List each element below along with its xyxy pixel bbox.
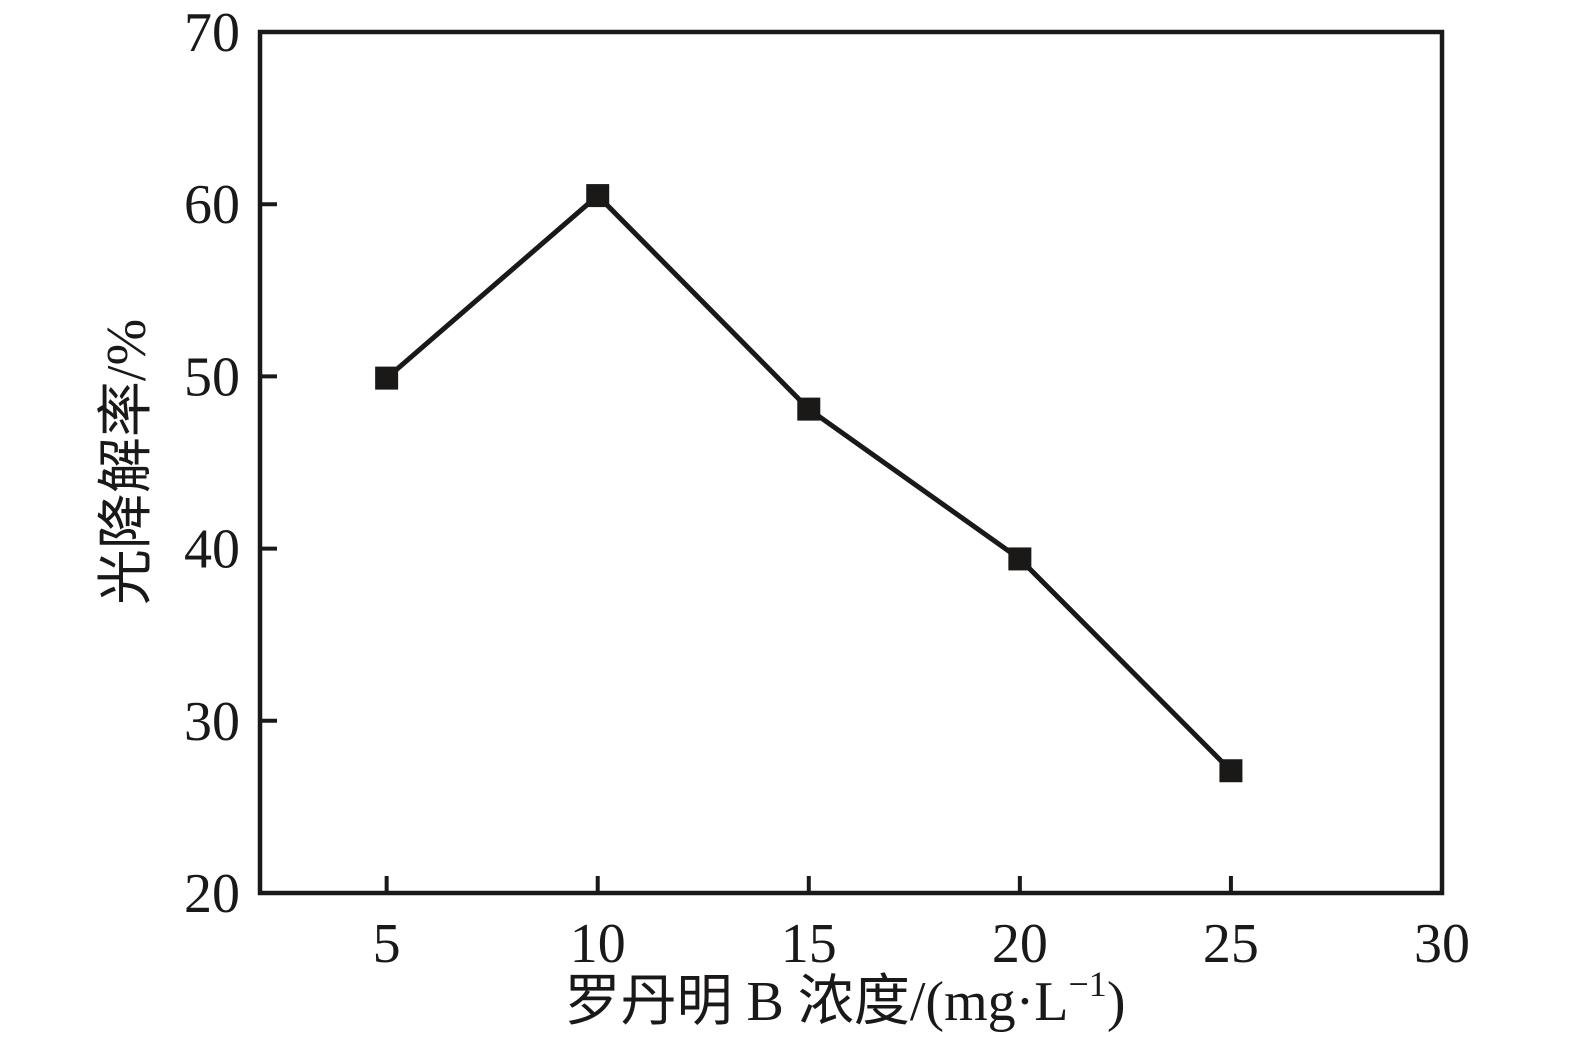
x-tick-label: 30 xyxy=(1414,913,1470,975)
x-axis-title: 罗丹明 B 浓度/(mg·L−1) xyxy=(565,964,1126,1033)
x-axis-title-close: ) xyxy=(1107,971,1126,1033)
y-tick-label: 30 xyxy=(184,691,240,753)
plot-frame xyxy=(257,29,1445,896)
y-axis-title: 光降解率/% xyxy=(96,319,158,605)
y-tick-label: 40 xyxy=(184,519,240,581)
data-point-marker xyxy=(797,397,821,421)
x-tick-label: 5 xyxy=(373,913,401,975)
data-line xyxy=(385,192,1233,773)
y-tick-label: 70 xyxy=(184,2,240,64)
data-point-marker xyxy=(1219,759,1243,783)
data-point-marker xyxy=(375,366,399,390)
data-point-marker xyxy=(586,184,610,208)
y-tick-label: 50 xyxy=(184,346,240,408)
data-point-marker xyxy=(1008,547,1032,571)
x-axis-title-exponent: −1 xyxy=(1069,964,1107,1004)
x-tick-label: 15 xyxy=(781,913,837,975)
x-tick-label: 20 xyxy=(992,913,1048,975)
x-axis-title-main: 罗丹明 B 浓度/(mg·L xyxy=(565,971,1069,1033)
x-tick-label: 10 xyxy=(570,913,626,975)
y-tick-label: 20 xyxy=(184,863,240,925)
y-tick-label: 60 xyxy=(184,174,240,236)
x-tick-label: 25 xyxy=(1203,913,1259,975)
